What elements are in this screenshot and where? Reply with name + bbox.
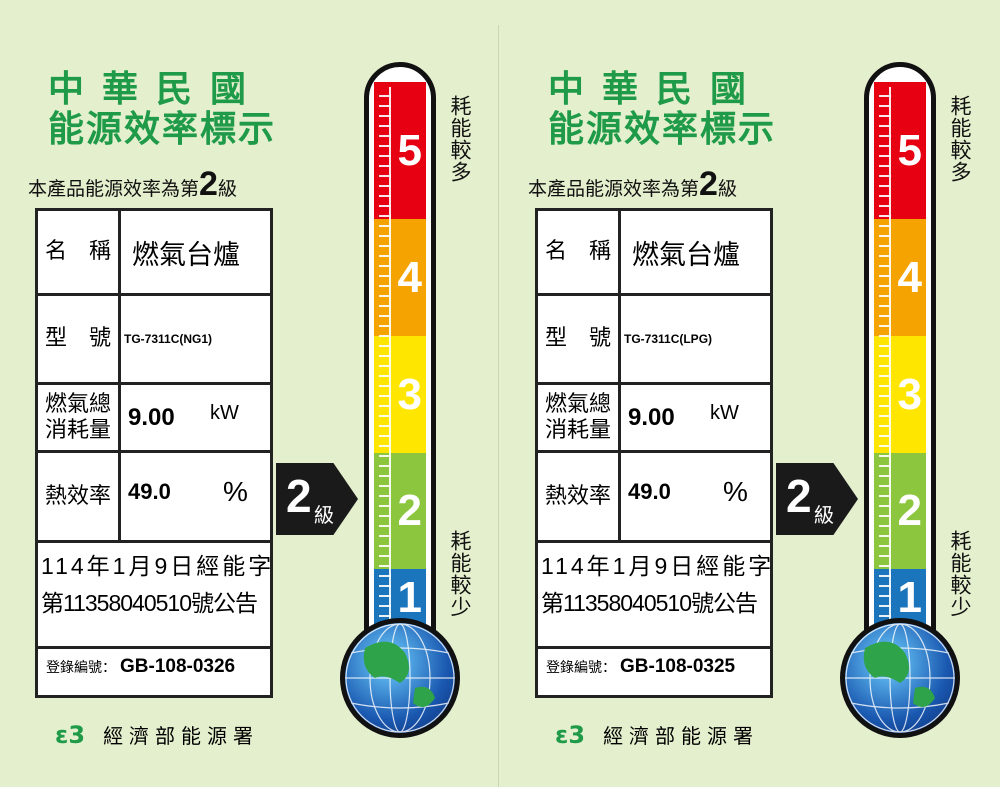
more-consumption-text: 耗能較多 — [948, 95, 972, 183]
efficiency-label: 熱效率 — [38, 453, 121, 540]
gas-value: 9.00 — [128, 403, 175, 431]
name-value: 燃氣台爐 — [632, 239, 740, 271]
title-line-1: 中華民國 — [48, 69, 265, 110]
efficiency-value: 49.0 — [628, 478, 671, 504]
arrow-grade: 2 — [286, 470, 312, 522]
less-consumption-text: 耗能較少 — [948, 530, 972, 618]
row-efficiency: 熱效率 49.0 % — [38, 453, 270, 543]
row-gas: 燃氣總消耗量 9.00 kW — [38, 385, 270, 453]
gas-unit: kW — [210, 402, 239, 424]
notice-line-2: 第11358040510號公告 — [41, 590, 258, 616]
grade-statement: 本產品能源效率為第2級 — [528, 165, 737, 204]
arrow-grade: 2 — [786, 470, 812, 522]
title-line-2: 能源效率標示 — [548, 109, 777, 150]
less-consumption-text: 耗能較少 — [448, 530, 472, 618]
notice-line-1: 114年1月9日經能字 — [541, 553, 775, 579]
row-divider — [38, 646, 270, 649]
thermometer: 5 4 3 2 1 — [364, 62, 436, 642]
model-label: 型 號 — [538, 296, 621, 382]
title-line-2: 能源效率標示 — [48, 109, 277, 150]
divider — [498, 25, 499, 787]
agency-logo-icon: ɛ3 — [55, 720, 86, 749]
globe-icon — [340, 618, 460, 738]
spec-table: 名 稱 燃氣台爐 型 號 TG-7311C(NG1) 燃氣總消耗量 9.00 k… — [35, 208, 273, 698]
agency-name: 經濟部能源署 — [103, 724, 260, 748]
efficiency-unit: % — [223, 475, 248, 507]
name-label: 名 稱 — [538, 211, 621, 293]
efficiency-unit: % — [723, 475, 748, 507]
notice-line-1: 114年1月9日經能字 — [41, 553, 275, 579]
row-name: 名 稱 燃氣台爐 — [538, 211, 770, 296]
spec-table: 名 稱 燃氣台爐 型 號 TG-7311C(LPG) 燃氣總消耗量 9.00 k… — [535, 208, 773, 698]
gas-unit: kW — [710, 402, 739, 424]
registration: 登錄編號： GB-108-0326 — [46, 656, 235, 678]
arrow-suffix: 級 — [314, 503, 334, 527]
model-label: 型 號 — [38, 296, 121, 382]
efficiency-value: 49.0 — [128, 478, 171, 504]
agency-footer: ɛ3 經濟部能源署 — [55, 720, 259, 749]
arrow-suffix: 級 — [814, 503, 834, 527]
efficiency-label: 熱效率 — [538, 453, 621, 540]
grade-number: 2 — [699, 165, 718, 203]
grade-suffix: 級 — [217, 178, 237, 200]
notice: 114年1月9日經能字 第11358040510號公告 — [41, 548, 275, 622]
notice: 114年1月9日經能字 第11358040510號公告 — [541, 548, 775, 622]
name-value: 燃氣台爐 — [132, 239, 240, 271]
tick-marks — [879, 87, 891, 637]
tick-marks — [379, 87, 391, 637]
registration-label: 登錄編號： — [46, 660, 116, 676]
notice-line-2: 第11358040510號公告 — [541, 590, 758, 616]
agency-footer: ɛ3 經濟部能源署 — [555, 720, 759, 749]
name-label: 名 稱 — [38, 211, 121, 293]
row-model: 型 號 TG-7311C(NG1) — [38, 296, 270, 385]
grade-number: 2 — [199, 165, 218, 203]
gas-label: 燃氣總消耗量 — [538, 385, 621, 450]
grade-statement: 本產品能源效率為第2級 — [28, 165, 237, 204]
more-consumption-text: 耗能較多 — [448, 95, 472, 183]
energy-label: 中華民國 能源效率標示 本產品能源效率為第2級 名 稱 燃氣台爐 型 號 TG-… — [500, 0, 1000, 787]
registration-label: 登錄編號： — [546, 660, 616, 676]
row-name: 名 稱 燃氣台爐 — [38, 211, 270, 296]
row-model: 型 號 TG-7311C(LPG) — [538, 296, 770, 385]
row-divider — [538, 646, 770, 649]
gas-label: 燃氣總消耗量 — [38, 385, 121, 450]
agency-name: 經濟部能源署 — [603, 724, 760, 748]
energy-label: 中華民國 能源效率標示 本產品能源效率為第2級 名 稱 燃氣台爐 型 號 TG-… — [28, 62, 472, 749]
registration: 登錄編號： GB-108-0325 — [546, 656, 735, 678]
grade-prefix: 本產品能源效率為第 — [528, 178, 700, 200]
gas-value: 9.00 — [628, 403, 675, 431]
grade-suffix: 級 — [717, 178, 737, 200]
agency-logo-icon: ɛ3 — [555, 720, 586, 749]
grade-prefix: 本產品能源效率為第 — [28, 178, 200, 200]
globe-icon — [840, 618, 960, 738]
registration-value: GB-108-0325 — [620, 656, 736, 677]
row-gas: 燃氣總消耗量 9.00 kW — [538, 385, 770, 453]
model-value: TG-7311C(NG1) — [124, 332, 213, 346]
model-value: TG-7311C(LPG) — [624, 332, 713, 346]
row-efficiency: 熱效率 49.0 % — [538, 453, 770, 543]
thermometer: 5 4 3 2 1 — [864, 62, 936, 642]
registration-value: GB-108-0326 — [120, 656, 236, 677]
title-line-1: 中華民國 — [548, 69, 765, 110]
